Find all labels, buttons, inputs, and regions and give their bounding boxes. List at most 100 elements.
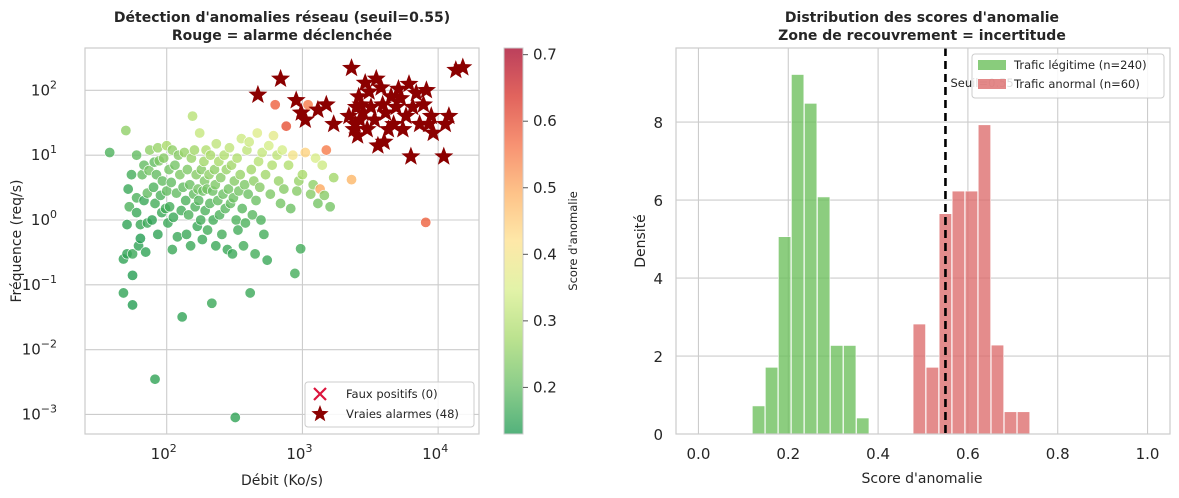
colorbar-tick-label: 0.7	[533, 46, 557, 64]
alarm-star	[386, 97, 406, 116]
colorbar-ticks: 0.2 0.3 0.4 0.5 0.6 0.7	[523, 46, 557, 396]
scatter-point	[289, 267, 301, 279]
scatter-y-tick-label: 102	[31, 78, 57, 99]
alarm-star	[342, 58, 361, 77]
alarm-star	[361, 97, 381, 116]
histogram-x-tick-label: 0.2	[776, 445, 800, 463]
scatter-point	[280, 120, 292, 132]
scatter-point	[204, 149, 216, 161]
scatter-point	[249, 248, 261, 260]
alarm-star	[357, 119, 377, 138]
scatter-point	[148, 181, 160, 193]
histogram-bar-anomal	[990, 344, 1004, 435]
scatter-point	[291, 185, 303, 197]
alarm-star	[453, 57, 473, 76]
alarm-star	[291, 102, 311, 121]
colorbar-tick-label: 0.4	[533, 245, 557, 263]
scatter-point	[181, 164, 193, 176]
scatter-point	[243, 136, 255, 148]
alarm-star	[286, 90, 306, 109]
alarm-star	[421, 106, 441, 125]
alarm-star	[365, 109, 385, 128]
alarm-star	[359, 81, 379, 100]
histogram-bar-legit	[765, 367, 779, 435]
scatter-point	[183, 209, 195, 221]
histogram-x-tick-label: 0.4	[866, 445, 890, 463]
scatter-y-tick-label: 10−2	[22, 338, 57, 359]
alarm-star	[339, 106, 359, 125]
scatter-point	[310, 152, 322, 164]
scatter-point	[226, 248, 238, 260]
histogram-x-label: Score d'anomalie	[861, 471, 982, 487]
histogram-title-line1: Distribution des scores d'anomalie	[785, 10, 1059, 26]
scatter-point	[193, 194, 205, 206]
scatter-point	[131, 149, 143, 161]
colorbar-gradient	[503, 47, 524, 435]
scatter-point	[187, 110, 199, 122]
histogram-bar-legit	[778, 236, 792, 435]
histogram-x-tick-label: 0.8	[1046, 445, 1070, 463]
scatter-x-label: Débit (Ko/s)	[241, 473, 323, 489]
scatter-point	[121, 219, 133, 231]
colorbar-tick-label: 0.5	[533, 179, 557, 197]
scatter-point	[180, 194, 192, 206]
histogram-y-tick-label: 2	[653, 348, 663, 366]
alarm-star	[351, 94, 371, 113]
alarm-star	[406, 83, 426, 102]
histogram-bar-anomal	[925, 367, 939, 435]
scatter-point	[164, 201, 176, 213]
scatter-point	[266, 159, 278, 171]
histogram-bar-anomal	[1003, 411, 1018, 435]
histogram-bar-legit	[830, 345, 844, 435]
histogram-chart: Distribution des scores d'anomalie Zone …	[633, 10, 1171, 487]
scatter-y-tick-label: 101	[31, 143, 57, 164]
scatter-point	[239, 217, 251, 229]
alarm-star	[368, 135, 388, 154]
scatter-point	[242, 188, 254, 200]
alarm-star	[366, 68, 386, 87]
scatter-point	[261, 254, 273, 266]
alarm-star	[378, 119, 398, 138]
alarm-star	[396, 106, 416, 125]
alarm-star	[295, 109, 315, 128]
scatter-point	[131, 207, 143, 219]
scatter-point	[258, 228, 270, 240]
scatter-point	[146, 214, 158, 226]
alarm-star	[399, 74, 419, 93]
histogram-bar-legit	[752, 405, 766, 435]
scatter-point	[299, 146, 311, 158]
scatter-point	[165, 176, 177, 188]
scatter-point	[420, 216, 432, 228]
scatter-point	[318, 189, 330, 201]
scatter-point	[196, 234, 208, 246]
scatter-point	[125, 169, 137, 181]
scatter-point	[223, 142, 235, 154]
scatter-point	[210, 138, 222, 150]
alarm-star	[434, 146, 454, 165]
colorbar-tick-label: 0.6	[533, 112, 557, 130]
alarm-star	[316, 94, 336, 113]
alarm-star	[446, 60, 466, 79]
scatter-point	[216, 228, 228, 240]
scatter-point	[283, 159, 295, 171]
alarm-star	[349, 86, 369, 105]
histogram-y-tick-label: 8	[653, 114, 663, 132]
scatter-point	[295, 243, 307, 255]
scatter-point	[312, 197, 324, 209]
scatter-point	[169, 159, 181, 171]
alarm-star	[410, 114, 430, 133]
scatter-y-tick-label: 10−3	[22, 402, 57, 423]
scatter-point	[117, 287, 129, 299]
histogram-bar-anomal	[912, 323, 926, 435]
histogram-legend: Trafic légitime (n=240) Trafic anormal (…	[971, 53, 1165, 99]
legend-anomal-swatch	[978, 79, 1006, 89]
scatter-point	[149, 197, 161, 209]
scatter-point	[218, 149, 230, 161]
alarm-star	[373, 94, 393, 113]
scatter-point	[123, 201, 135, 213]
alarm-star	[308, 99, 328, 118]
histogram-legend-box	[971, 53, 1165, 99]
scatter-y-label: Fréquence (req/s)	[9, 180, 25, 303]
scatter-point	[185, 240, 197, 252]
